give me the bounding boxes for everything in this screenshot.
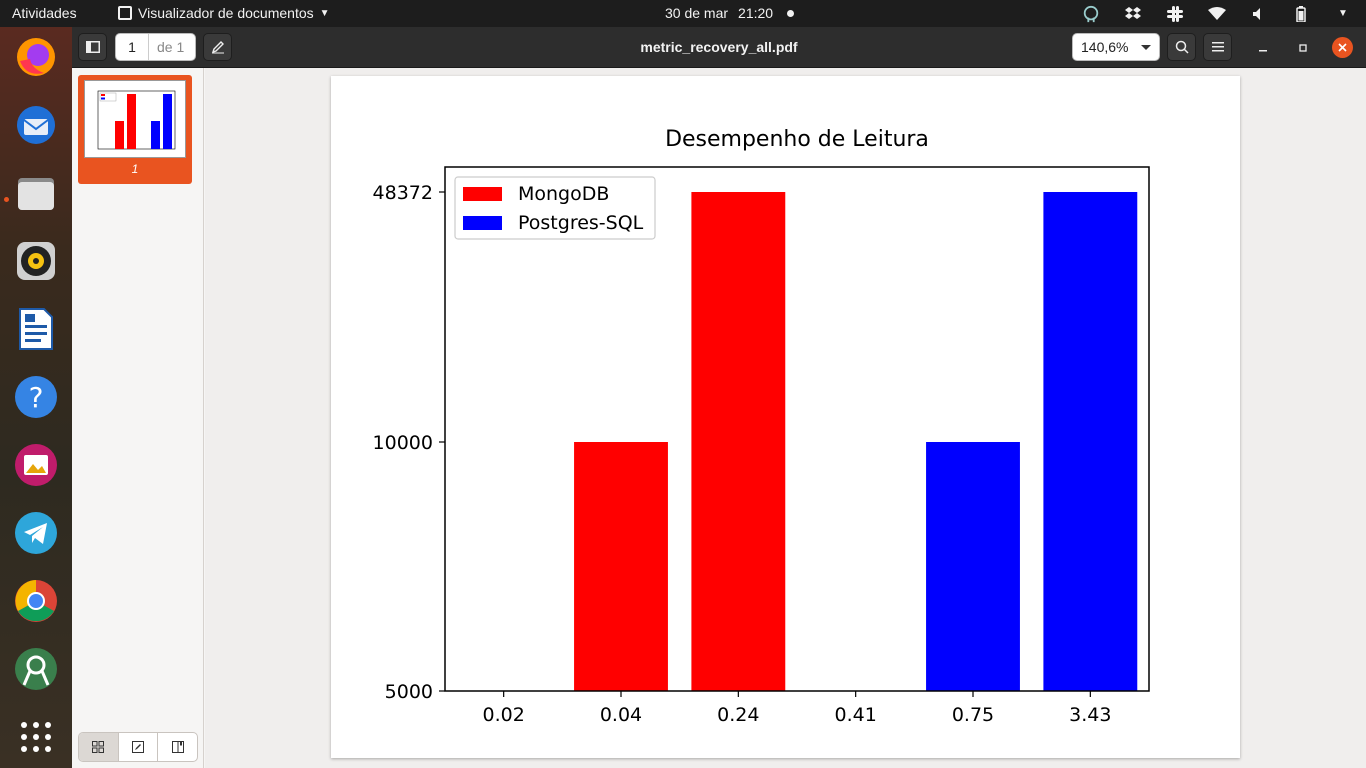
page-thumbnail-selected[interactable]: 1 [78,75,192,184]
clock[interactable]: 30 de mar 21:20 [665,5,795,21]
zoom-select[interactable]: 140,6% [1072,33,1160,61]
bar-mongodb-0.04 [574,442,668,691]
grid-icon [92,741,105,753]
x-tick-label: 0.02 [483,704,525,726]
thumbnail-page-label: 1 [131,162,139,176]
dock-image-viewer[interactable] [12,441,60,489]
tab-thumbnails[interactable] [79,733,119,761]
page-current-input[interactable]: 1 [116,34,149,60]
dock-rhythmbox[interactable] [12,237,60,285]
activities-button[interactable]: Atividades [12,5,77,21]
battery-icon[interactable] [1292,5,1310,23]
system-tray: ▼ [1082,3,1352,24]
chart-title: Desempenho de Leitura [665,127,929,152]
dock-writer[interactable] [12,305,60,353]
app-grid-icon [21,722,51,752]
maximize-button[interactable] [1293,38,1313,58]
dock-files[interactable] [12,169,60,217]
document-viewer-icon [118,6,132,20]
x-tick-label: 0.75 [952,704,994,726]
dock: ? [0,27,72,768]
annotation-icon [132,741,144,753]
clock-time: 21:20 [738,5,774,21]
android-studio-icon [15,648,57,690]
volume-icon[interactable] [1250,5,1268,23]
dock-thunderbird[interactable] [12,101,60,149]
y-tick-label: 10000 [373,432,433,454]
dock-telegram[interactable] [12,509,60,557]
y-tick-label: 5000 [385,681,433,703]
thunderbird-icon [17,106,55,144]
bar-postgres-sql-0.75 [926,442,1020,691]
tab-bookmarks[interactable] [158,733,197,761]
dock-help[interactable]: ? [12,373,60,421]
hamburger-menu-icon [1211,42,1224,52]
bar-postgres-sql-3.43 [1043,192,1138,691]
chrome-icon [15,580,57,622]
x-tick-label: 3.43 [1069,704,1111,726]
annotate-button[interactable] [203,33,232,61]
x-tick-label: 0.04 [600,704,642,726]
document-view[interactable]: Desempenho de Leitura 5000 10000 48372 0.0… [205,68,1366,768]
minimize-icon [1259,50,1267,52]
postgres-elephant-icon[interactable] [1082,5,1100,23]
dock-android-studio[interactable] [12,645,60,693]
page-thumbnail-image [84,80,186,158]
document-viewer-window: 1 de 1 metric_recovery_all.pdf 140,6% [72,27,1366,768]
y-tick-label: 48372 [373,182,433,204]
telegram-icon [15,512,57,554]
dock-chrome[interactable] [12,577,60,625]
x-tick-label: 0.41 [835,704,877,726]
dock-app-grid[interactable] [12,713,60,761]
slack-icon[interactable] [1166,5,1184,23]
page-number-field[interactable]: 1 de 1 [115,33,196,61]
sidebar-view-switcher [78,732,198,762]
tab-annotations[interactable] [119,733,159,761]
legend-swatch [463,216,502,230]
sidebar-toggle-button[interactable] [78,33,107,61]
clock-date: 30 de mar [665,5,729,21]
main-menu-button[interactable] [1203,33,1232,61]
files-icon [18,178,54,210]
book-icon [171,741,184,753]
chevron-down-icon [1141,44,1151,50]
legend-swatch [463,187,502,201]
image-viewer-icon [15,444,57,486]
notification-dot-icon [787,9,795,17]
dropbox-icon[interactable] [1124,5,1142,23]
wifi-icon[interactable] [1208,5,1226,23]
zoom-value: 140,6% [1081,39,1129,55]
header-bar: 1 de 1 metric_recovery_all.pdf 140,6% [72,27,1366,68]
legend-label: MongoDB [518,183,609,205]
bar-mongodb-0.24 [691,192,786,691]
search-button[interactable] [1167,33,1196,61]
plot-frame [444,166,1150,692]
rhythmbox-icon [17,242,55,280]
help-icon: ? [15,376,57,418]
maximize-icon [1299,44,1307,52]
thumbnail-sidebar: 1 [72,68,204,768]
sidebar-icon [85,41,100,53]
bar-chart: Desempenho de Leitura 5000 10000 48372 0.0… [373,127,1150,726]
svg-text:?: ? [29,381,44,414]
chevron-down-icon: ▼ [319,7,330,19]
minimize-button[interactable] [1253,38,1273,58]
close-button[interactable] [1332,37,1353,58]
dock-firefox[interactable] [12,33,60,81]
pencil-icon [211,41,224,54]
legend-box [454,176,656,240]
search-icon [1175,40,1189,54]
legend-label: Postgres-SQL [518,212,644,234]
pdf-page: Desempenho de Leitura 5000 10000 48372 0.0… [331,76,1240,758]
app-menu-label: Visualizador de documentos [138,5,314,21]
close-icon [1338,43,1347,52]
x-tick-label: 0.24 [717,704,759,726]
system-menu-chevron-icon[interactable]: ▼ [1338,8,1348,19]
writer-icon [19,308,53,350]
firefox-icon [17,38,55,76]
top-bar: Atividades Visualizador de documentos ▼ … [0,0,1366,27]
app-menu[interactable]: Visualizador de documentos ▼ [118,5,330,21]
page-count-label: de 1 [157,39,185,55]
